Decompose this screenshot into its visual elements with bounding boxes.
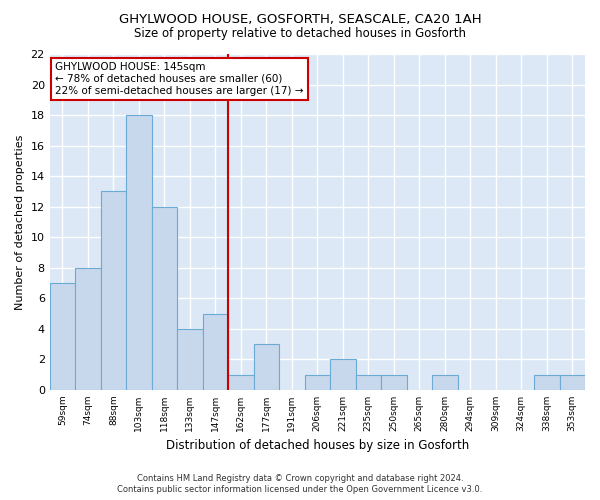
- Bar: [203, 314, 228, 390]
- Text: Size of property relative to detached houses in Gosforth: Size of property relative to detached ho…: [134, 28, 466, 40]
- Bar: [381, 374, 407, 390]
- Text: Contains HM Land Registry data © Crown copyright and database right 2024.
Contai: Contains HM Land Registry data © Crown c…: [118, 474, 482, 494]
- Bar: [126, 115, 152, 390]
- Bar: [228, 374, 254, 390]
- Bar: [152, 206, 177, 390]
- Text: GHYLWOOD HOUSE, GOSFORTH, SEASCALE, CA20 1AH: GHYLWOOD HOUSE, GOSFORTH, SEASCALE, CA20…: [119, 12, 481, 26]
- Bar: [305, 374, 330, 390]
- Bar: [254, 344, 279, 390]
- Bar: [50, 283, 75, 390]
- Bar: [101, 192, 126, 390]
- X-axis label: Distribution of detached houses by size in Gosforth: Distribution of detached houses by size …: [166, 440, 469, 452]
- Bar: [75, 268, 101, 390]
- Bar: [177, 329, 203, 390]
- Bar: [356, 374, 381, 390]
- Bar: [330, 360, 356, 390]
- Bar: [560, 374, 585, 390]
- Bar: [432, 374, 458, 390]
- Y-axis label: Number of detached properties: Number of detached properties: [15, 134, 25, 310]
- Text: GHYLWOOD HOUSE: 145sqm
← 78% of detached houses are smaller (60)
22% of semi-det: GHYLWOOD HOUSE: 145sqm ← 78% of detached…: [55, 62, 304, 96]
- Bar: [534, 374, 560, 390]
